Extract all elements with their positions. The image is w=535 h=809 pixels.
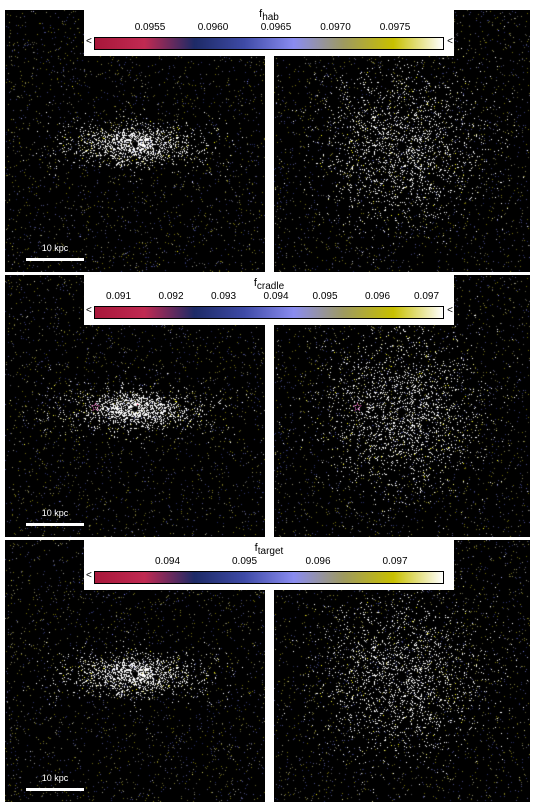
colorbar-arrow-left: <: [86, 36, 92, 47]
colorbar-tick-label: 0.0960: [197, 22, 229, 33]
colorbar-tick-label: 0.096: [364, 291, 391, 302]
colorbar-arrow-left: <: [86, 305, 92, 316]
colorbar-tick-label: 0.0975: [379, 22, 411, 33]
scale-bar-label: 10 kpc: [41, 243, 69, 253]
colorbar-tick-label: 0.0970: [320, 22, 351, 33]
colorbar-arrow-right: <: [447, 305, 453, 316]
colorbar-title: ftarget: [254, 542, 284, 558]
colorbar-tick-label: 0.0955: [134, 22, 166, 33]
colorbar-gradient: [94, 571, 444, 584]
scale-bar: [26, 258, 84, 261]
colorbar-tick-label: 0.094: [154, 556, 181, 567]
colorbar-tick-label: 0.097: [382, 556, 408, 567]
scale-bar-label: 10 kpc: [41, 773, 69, 783]
colorbar-arrow-left: <: [86, 570, 92, 581]
colorbar-tick-label: 0.096: [305, 556, 331, 567]
colorbar-tick-label: 0.094: [263, 291, 289, 302]
colorbar-tick-label: 0.095: [312, 291, 338, 302]
colorbar-tick-label: 0.091: [105, 291, 132, 302]
colorbar-tick-label: 0.093: [210, 291, 237, 302]
scale-bar: [26, 523, 84, 526]
colorbar-target: ftarget 0.094 0.095 0.096 0.097 <: [84, 540, 454, 590]
colorbar-gradient: [94, 37, 444, 50]
scale-bar: [26, 788, 84, 791]
colorbar-gradient: [94, 306, 444, 319]
colorbar-tick-label: 0.092: [158, 291, 184, 302]
colorbar-tick-label: 0.0965: [260, 22, 292, 33]
colorbar-arrow-right: <: [447, 36, 453, 47]
sun-position-star-icon: ☆: [90, 400, 101, 414]
colorbar-cradle: fcradle 0.091 0.092 0.093 0.094 0.095 0.096 0.0…: [84, 275, 454, 325]
colorbar-hab: fhab 0.0955 0.0960 0.0965 0.0970 0.0975 < <: [84, 6, 454, 56]
scale-bar-label: 10 kpc: [41, 508, 69, 518]
colorbar-tick-label: 0.095: [231, 556, 258, 567]
colorbar-title: fhab: [259, 8, 279, 24]
sun-position-star-icon: ☆: [352, 400, 363, 414]
colorbar-title: fcradle: [253, 277, 285, 293]
colorbar-tick-label: 0.097: [413, 291, 440, 302]
